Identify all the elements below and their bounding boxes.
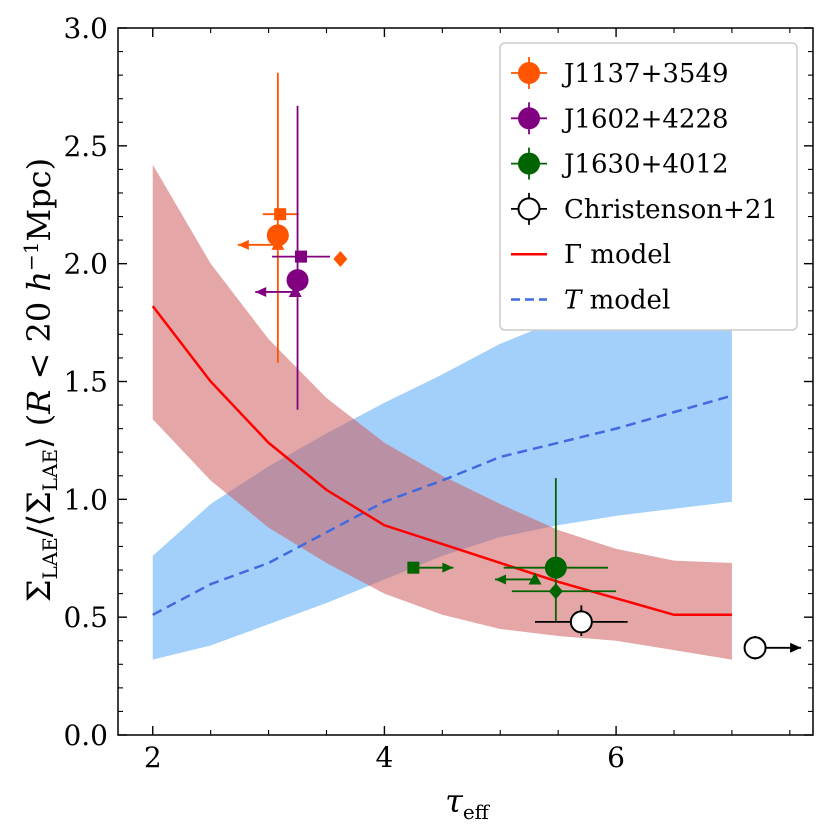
legend-marker [517, 197, 541, 221]
axis-ticks: 2 4 6 0.0 0.5 1.0 1.5 2.0 2.5 3.0 [63, 12, 813, 774]
y-tick-label: 1.5 [63, 366, 108, 399]
point-j1630-4012-triangle [495, 572, 542, 585]
open-circle-marker [743, 636, 767, 660]
x-tick-label: 2 [144, 741, 162, 774]
legend-label: J1602+4228 [561, 104, 729, 134]
x-axis-label: τeff [445, 782, 491, 824]
legend-entry--model: Γ model [511, 240, 671, 270]
triangle-marker [528, 572, 542, 585]
legend-label: J1137+3549 [561, 59, 729, 89]
triangle-marker [288, 284, 302, 297]
model-bands [152, 164, 732, 660]
circle-marker [266, 224, 289, 247]
data-points [237, 72, 802, 660]
y-tick-label: 0.0 [63, 719, 108, 752]
legend-label: T model [564, 286, 670, 316]
gamma-model-line [151, 305, 732, 617]
legend-label: J1630+4012 [561, 150, 729, 180]
t-model-line [152, 394, 733, 616]
point-j1630-4012-diamond [511, 583, 617, 600]
legend-entry-j1602-4228: J1602+4228 [511, 102, 729, 135]
legend-box [499, 42, 798, 331]
point-christenson-21-open-circle [535, 605, 628, 637]
t-model-band [152, 277, 732, 660]
diamond-marker [548, 583, 563, 600]
limit-arrow-head [790, 642, 802, 653]
triangle-marker [271, 237, 285, 250]
limit-arrow-head [495, 574, 506, 585]
point-j1630-4012-circle [503, 478, 608, 622]
limit-arrow-head [255, 286, 267, 297]
point-j1137-3549-triangle [237, 237, 285, 250]
x-tick-label: 6 [607, 741, 625, 774]
y-axis-label: ΣLAE/⟨ΣLAE⟩ (R < 20 h−1Mpc) [19, 158, 62, 602]
x-tick-label: 4 [376, 741, 394, 774]
y-tick-label: 1.0 [63, 483, 108, 516]
point-j1630-4012-square [407, 561, 454, 574]
legend-marker [518, 62, 540, 84]
point-j1137-3549-square [262, 208, 299, 221]
y-tick-label: 2.5 [63, 130, 108, 163]
legend-entry-j1137-3549: J1137+3549 [511, 57, 729, 89]
square-marker [407, 561, 420, 574]
point-j1602-4228-square [272, 250, 330, 263]
model-lines [151, 305, 733, 617]
y-tick-label: 0.5 [63, 601, 108, 634]
legend-label: Christenson+21 [564, 195, 778, 225]
point-j1602-4228-triangle [255, 284, 302, 297]
circle-marker [286, 269, 309, 292]
legend: J1137+3549 J1602+4228 J1630+4012 Christenso… [499, 42, 798, 331]
y-tick-label: 3.0 [63, 12, 108, 45]
legend-entry-christenson-21: Christenson+21 [511, 192, 778, 225]
legend-entry-j1630-4012: J1630+4012 [511, 147, 729, 180]
y-tick-label: 2.0 [63, 248, 108, 281]
legend-marker [518, 107, 540, 130]
limit-arrow-head [442, 562, 454, 573]
open-circle-marker [569, 610, 593, 634]
legend-entry-t-model: T model [511, 286, 670, 316]
legend-label: Γ model [564, 240, 671, 270]
circle-marker [544, 556, 567, 579]
point-j1137-3549-diamond [333, 250, 348, 267]
legend-marker [518, 152, 540, 175]
limit-arrow-head [237, 239, 249, 250]
square-marker [274, 208, 287, 221]
square-marker [295, 250, 308, 263]
point-christenson-21-open-circle [743, 636, 802, 660]
diamond-marker [333, 250, 348, 267]
gamma-model-band [152, 164, 732, 660]
